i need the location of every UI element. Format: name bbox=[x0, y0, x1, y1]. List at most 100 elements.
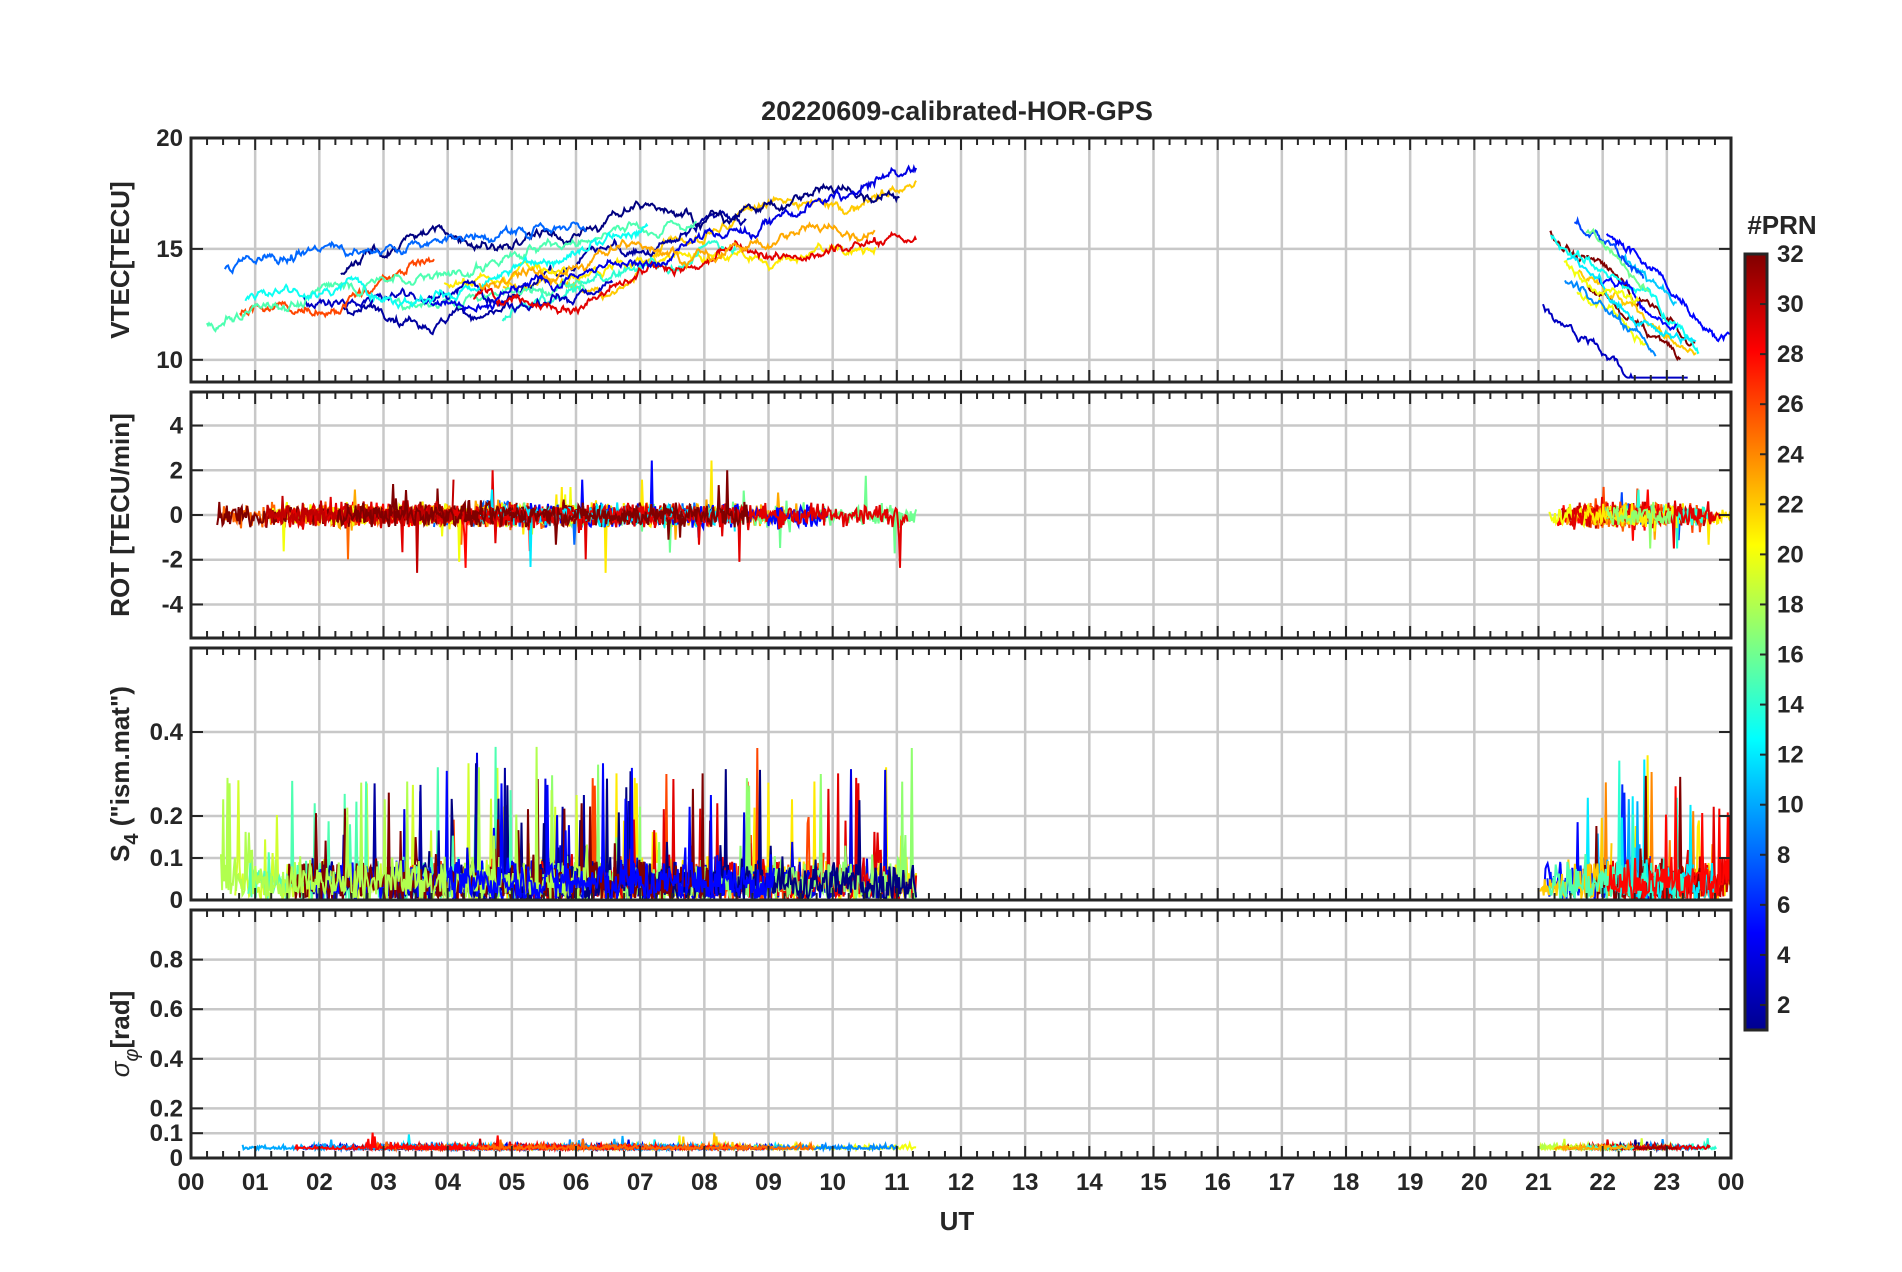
sigma_phi-y-tick-label: 0.6 bbox=[150, 996, 183, 1023]
rot-series-prn-30 bbox=[264, 479, 455, 573]
rot-series-prn-21 bbox=[1583, 503, 1657, 528]
s4-series-prn-28 bbox=[1606, 786, 1731, 900]
rot-y-tick-label: 4 bbox=[170, 413, 184, 440]
x-tick-label: 02 bbox=[306, 1169, 333, 1196]
sigma_phi-series-prn-23 bbox=[1553, 1141, 1634, 1153]
sigma_phi-y-tick-label: 0.1 bbox=[150, 1120, 183, 1147]
x-tick-label: 12 bbox=[948, 1169, 975, 1196]
panel-sigma_phi: 00.10.2 0.4 0.6 0.8 σφ[rad] bbox=[105, 908, 1733, 1172]
x-tick-label: 04 bbox=[434, 1169, 461, 1196]
vtec-series-prn-9 bbox=[1564, 279, 1657, 357]
sigma_phi-y-tick-label: 0.2 bbox=[150, 1095, 183, 1122]
colorbar-tick-label: 24 bbox=[1777, 441, 1804, 468]
colorbar-tick-label: 30 bbox=[1777, 291, 1804, 318]
x-tick-label: 10 bbox=[819, 1169, 846, 1196]
vtec-series-prn-3 bbox=[1542, 303, 1688, 379]
x-tick-label: 14 bbox=[1076, 1169, 1103, 1196]
colorbar-tick-label: 26 bbox=[1777, 391, 1804, 418]
vtec-y-axis-title: VTEC[TECU] bbox=[105, 181, 135, 338]
vtec-series-prn-15 bbox=[206, 219, 698, 333]
rot-y-tick-label: -2 bbox=[162, 547, 183, 574]
colorbar-tick-label: 32 bbox=[1777, 241, 1804, 268]
vtec-series-prn-4 bbox=[424, 164, 918, 314]
s4-y-tick-label: 0.2 bbox=[150, 803, 183, 830]
vtec-series-prn-13 bbox=[1550, 234, 1700, 355]
vtec-y-tick-label: 10 bbox=[156, 347, 183, 374]
x-tick-label: 08 bbox=[691, 1169, 718, 1196]
vtec-series-group bbox=[206, 164, 1731, 379]
vtec-series-prn-14 bbox=[501, 239, 737, 322]
vtec-series-prn-1 bbox=[340, 182, 900, 276]
colorbar-tick-label: 22 bbox=[1777, 491, 1804, 518]
x-tick-label: 06 bbox=[563, 1169, 590, 1196]
rot-y-tick-label: 0 bbox=[170, 502, 183, 529]
panel-rot: -4 -2 0 2 4 ROT [TECU/min] bbox=[105, 390, 1733, 640]
x-tick-label: 22 bbox=[1589, 1169, 1616, 1196]
vtec-series-prn-8 bbox=[224, 221, 587, 275]
colorbar-tick-label: 18 bbox=[1777, 591, 1804, 618]
colorbar-bar bbox=[1743, 252, 1769, 1032]
x-tick-label: 17 bbox=[1268, 1169, 1295, 1196]
panel-s4: 0 0.1 0.2 0.4 S4 ("ism.mat") bbox=[105, 646, 1733, 914]
vtec-series-prn-7 bbox=[1574, 215, 1645, 279]
x-tick-label: 19 bbox=[1397, 1169, 1424, 1196]
x-tick-label: 23 bbox=[1653, 1169, 1680, 1196]
colorbar-tick-label: 2 bbox=[1777, 992, 1790, 1019]
s4-y-axis-title: S4 ("ism.mat") bbox=[105, 686, 143, 862]
colorbar-label: #PRN bbox=[1747, 210, 1816, 240]
s4-series-prn-15 bbox=[1548, 854, 1619, 900]
x-tick-label: 13 bbox=[1012, 1169, 1039, 1196]
vtec-series-prn-3 bbox=[302, 278, 614, 314]
panel-vtec: 10 15 20 VTEC[TECU] bbox=[105, 125, 1733, 384]
vtec-series-prn-13 bbox=[244, 222, 649, 310]
colorbar-tick-label: 14 bbox=[1777, 692, 1804, 719]
sigma_phi-y-axis-title-main: σ bbox=[105, 1060, 135, 1077]
chart-title: 20220609-calibrated-HOR-GPS bbox=[761, 96, 1153, 126]
colorbar-tick-label: 6 bbox=[1777, 892, 1790, 919]
vtec-series-prn-22 bbox=[502, 180, 917, 302]
rot-y-tick-label: 2 bbox=[170, 457, 183, 484]
x-tick-label: 07 bbox=[627, 1169, 654, 1196]
rot-series-prn-17 bbox=[1605, 501, 1672, 549]
colorbar-tick-label: 10 bbox=[1777, 792, 1804, 819]
sigma_phi-y-axis-title-sub: φ bbox=[121, 1049, 143, 1062]
s4-y-axis-title-main: S bbox=[105, 845, 135, 862]
rot-y-axis-title: ROT [TECU/min] bbox=[105, 413, 135, 617]
colorbar-tick-label: 8 bbox=[1777, 842, 1790, 869]
x-tick-label: 21 bbox=[1525, 1169, 1552, 1196]
x-tick-label: 00 bbox=[178, 1169, 205, 1196]
sigma_phi-y-tick-label: 0 bbox=[170, 1145, 183, 1172]
sigma_phi-series-group bbox=[241, 1132, 1718, 1154]
vtec-series-prn-12 bbox=[1566, 255, 1697, 346]
x-tick-label: 01 bbox=[242, 1169, 269, 1196]
s4-y-tick-label: 0 bbox=[170, 887, 183, 914]
vtec-series-prn-22 bbox=[1578, 269, 1697, 356]
x-tick-label: 03 bbox=[370, 1169, 397, 1196]
colorbar-tick-label: 4 bbox=[1777, 942, 1791, 969]
x-tick-label: 11 bbox=[884, 1169, 909, 1196]
vtec-series-prn-20 bbox=[1576, 291, 1650, 348]
colorbar-tick-label: 12 bbox=[1777, 742, 1804, 769]
x-axis: 00 01 02 03 04 05 06 07 08 09 10 11 12 13 14 15 16 17 18 19… bbox=[178, 1169, 1745, 1196]
s4-y-tick-label: 0.1 bbox=[150, 845, 183, 872]
rot-series-prn-29 bbox=[1569, 496, 1721, 549]
sigma_phi-y-tick-label: 0.8 bbox=[150, 947, 183, 974]
vtec-series-prn-29 bbox=[473, 230, 918, 316]
colorbar-tick-label: 20 bbox=[1777, 541, 1804, 568]
sigma_phi-y-axis-title: σφ[rad] bbox=[105, 991, 143, 1078]
x-tick-label: 09 bbox=[755, 1169, 782, 1196]
sigma_phi-y-tick-label: 0.4 bbox=[150, 1046, 184, 1073]
s4-series-group bbox=[220, 746, 1731, 900]
x-tick-label: 05 bbox=[498, 1169, 525, 1196]
x-tick-label: 16 bbox=[1204, 1169, 1231, 1196]
rot-y-tick-label: -4 bbox=[162, 591, 184, 618]
x-tick-label: 15 bbox=[1140, 1169, 1167, 1196]
vtec-y-tick-label: 15 bbox=[156, 236, 183, 263]
vtec-series-prn-16 bbox=[1585, 227, 1650, 293]
s4-y-axis-title-rest: ("ism.mat") bbox=[105, 686, 135, 833]
colorbar-tick-label: 16 bbox=[1777, 642, 1804, 669]
vtec-series-prn-23 bbox=[478, 221, 876, 291]
vtec-series-prn-20 bbox=[1563, 259, 1640, 305]
